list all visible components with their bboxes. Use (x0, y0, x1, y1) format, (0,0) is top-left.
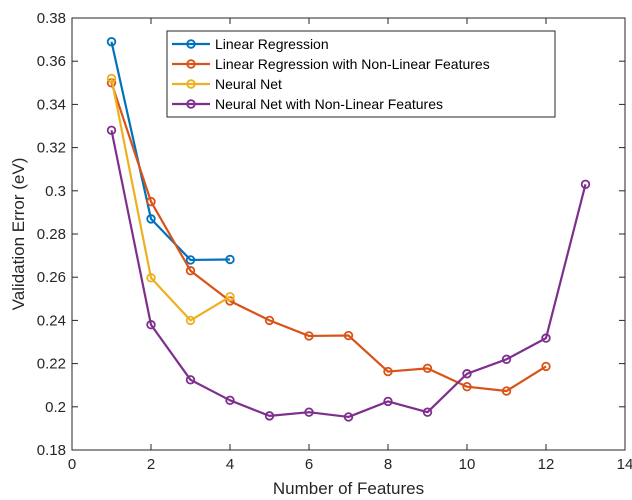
data-point (304, 407, 314, 417)
x-axis-title: Number of Features (273, 479, 424, 498)
data-point (304, 331, 314, 341)
data-point (343, 412, 354, 422)
legend-label: Linear Regression (215, 36, 329, 52)
y-tick-label: 0.22 (37, 356, 66, 373)
data-point (225, 254, 235, 265)
legend-label: Linear Regression with Non-Linear Featur… (215, 56, 490, 72)
series-line (110, 82, 547, 393)
series-line (110, 78, 231, 322)
legend-swatch-marker (186, 99, 196, 109)
series-line (110, 41, 231, 262)
legend-swatch-marker (186, 59, 196, 69)
legend-swatch-marker (186, 39, 196, 49)
series-line (110, 130, 587, 419)
data-point (185, 375, 196, 385)
x-tick-label: 12 (538, 456, 555, 473)
x-tick-label: 6 (305, 456, 313, 473)
y-tick-label: 0.2 (45, 399, 66, 416)
data-point (383, 396, 393, 407)
y-tick-label: 0.18 (37, 442, 66, 459)
legend-label: Neural Net with Non-Linear Features (215, 96, 443, 112)
series-1 (106, 37, 235, 265)
y-axis-title: Validation Error (eV) (9, 158, 28, 311)
x-tick-label: 0 (68, 456, 76, 473)
legend-entry: Neural Net with Non-Linear Features (172, 96, 443, 112)
data-point (580, 179, 591, 190)
tick-labels: 0 2 4 6 8 10 12 14 0.18 0.2 0.22 0.24 0.26 0.28 0.3 0.3… (37, 10, 632, 473)
data-point (462, 369, 472, 379)
data-point (264, 315, 275, 326)
x-tick-label: 8 (384, 456, 392, 473)
data-point (185, 315, 196, 326)
data-point (225, 395, 235, 406)
series-layer (106, 37, 591, 422)
y-tick-label: 0.38 (37, 10, 66, 27)
x-tick-label: 10 (459, 456, 476, 473)
legend-entry: Linear Regression with Non-Linear Featur… (172, 56, 490, 72)
y-tick-label: 0.26 (37, 269, 66, 286)
data-point (383, 366, 393, 377)
data-point (225, 291, 235, 302)
legend-box (166, 30, 556, 118)
y-tick-label: 0.24 (37, 312, 66, 329)
y-tick-label: 0.36 (37, 53, 66, 70)
data-point (146, 320, 156, 330)
data-point (541, 361, 551, 372)
y-tick-label: 0.28 (37, 226, 66, 243)
y-tick-label: 0.34 (37, 96, 66, 113)
y-tick-label: 0.3 (45, 183, 66, 200)
data-point (422, 363, 433, 374)
data-point (422, 407, 433, 417)
data-point (343, 330, 354, 341)
series-3 (106, 73, 235, 326)
data-point (146, 273, 156, 283)
data-point (264, 411, 275, 421)
data-point (501, 386, 512, 396)
y-tick-label: 0.32 (37, 140, 66, 157)
x-tick-label: 2 (147, 456, 155, 473)
data-point (541, 333, 551, 343)
data-point (146, 214, 156, 224)
data-point (146, 196, 156, 207)
data-point (462, 382, 472, 392)
axes (71, 17, 626, 451)
data-point (185, 255, 196, 265)
legend-swatch-marker (186, 79, 196, 89)
legend-label: Neural Net (215, 76, 282, 92)
x-tick-label: 14 (617, 456, 632, 473)
series-4 (106, 125, 591, 422)
x-tick-label: 4 (226, 456, 234, 473)
legend-entry: Neural Net (172, 76, 282, 92)
data-point (106, 73, 117, 84)
legend: Linear Regression Linear Regression with … (166, 30, 556, 118)
data-point (106, 125, 117, 136)
data-point (106, 37, 117, 47)
legend-entry: Linear Regression (172, 36, 329, 52)
data-point (185, 266, 196, 276)
data-point (501, 354, 512, 364)
